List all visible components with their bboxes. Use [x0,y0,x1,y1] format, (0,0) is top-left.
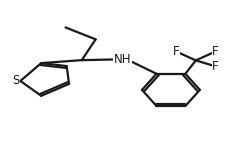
Text: F: F [212,60,219,73]
Text: NH: NH [113,53,131,66]
Text: F: F [212,45,219,58]
Text: S: S [13,74,20,87]
Text: F: F [173,45,179,58]
